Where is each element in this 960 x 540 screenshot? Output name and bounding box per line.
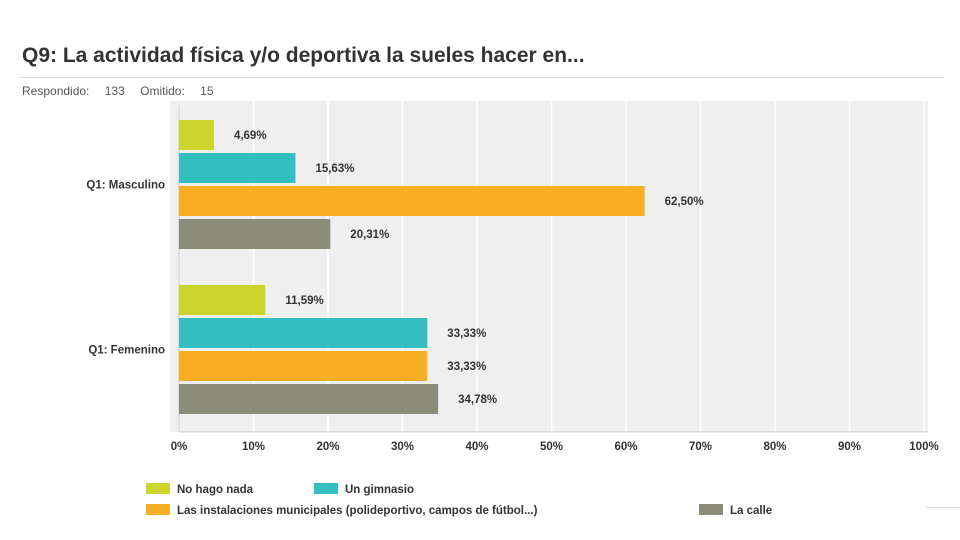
data-label: 15,63% <box>315 163 354 175</box>
bar <box>179 285 266 315</box>
category-label: Q1: Masculino <box>86 180 165 192</box>
skipped-count: 15 <box>200 84 214 98</box>
plot-background <box>170 101 928 432</box>
legend-swatch <box>699 504 723 515</box>
bar <box>179 120 214 150</box>
x-tick-label: 60% <box>614 441 637 453</box>
x-tick-label: 50% <box>540 441 563 453</box>
bar <box>179 153 296 183</box>
legend-label: No hago nada <box>177 484 254 496</box>
bar <box>179 318 428 348</box>
answered-label: Respondido: <box>22 84 90 98</box>
title-divider <box>20 77 944 78</box>
x-tick-label: 20% <box>316 441 339 453</box>
x-tick-label: 90% <box>838 441 861 453</box>
data-label: 11,59% <box>285 295 323 307</box>
response-stats: Respondido: 133 Omitido: 15 <box>22 84 214 98</box>
footer-divider <box>926 507 960 508</box>
data-label: 62,50% <box>665 196 704 208</box>
x-tick-label: 10% <box>242 441 265 453</box>
skipped-label: Omitido: <box>140 84 185 98</box>
bar <box>179 384 439 414</box>
legend-label: La calle <box>730 505 772 517</box>
question-title: Q9: La actividad física y/o deportiva la… <box>22 44 585 67</box>
bar <box>179 351 428 381</box>
x-tick-label: 70% <box>689 441 712 453</box>
x-tick-label: 30% <box>391 441 414 453</box>
data-label: 33,33% <box>447 328 486 340</box>
legend-swatch <box>314 483 338 494</box>
data-label: 4,69% <box>234 130 267 142</box>
x-tick-label: 0% <box>171 441 188 453</box>
x-tick-label: 40% <box>465 441 488 453</box>
legend-swatch <box>146 504 170 515</box>
category-label: Q1: Femenino <box>88 345 165 357</box>
x-tick-label: 100% <box>909 441 938 453</box>
bar <box>179 186 645 216</box>
answered-count: 133 <box>104 84 125 98</box>
legend-label: Las instalaciones municipales (polidepor… <box>177 505 538 517</box>
x-tick-label: 80% <box>763 441 786 453</box>
data-label: 34,78% <box>458 394 497 406</box>
bar <box>179 219 331 249</box>
legend-label: Un gimnasio <box>345 484 414 496</box>
data-label: 20,31% <box>350 229 389 241</box>
legend-swatch <box>146 483 170 494</box>
data-label: 33,33% <box>447 361 486 373</box>
